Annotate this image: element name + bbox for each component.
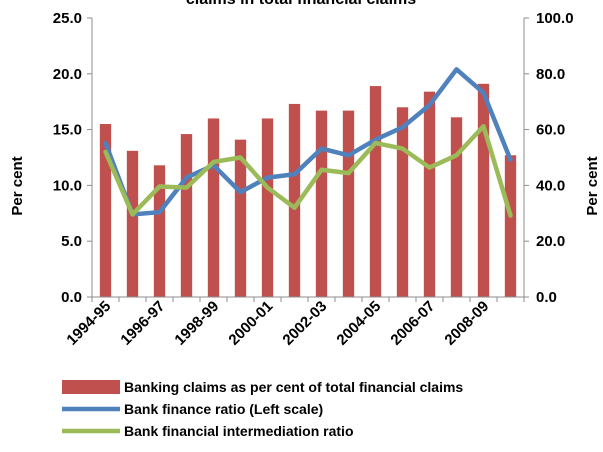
- x-tick-label: 2006-07: [387, 298, 438, 349]
- legend-label: Bank finance ratio (Left scale): [124, 401, 323, 417]
- y-right-tick-label: 60.0: [536, 122, 565, 139]
- x-tick-label: 1996-97: [117, 298, 168, 349]
- x-tick-label: 2004-05: [333, 298, 384, 349]
- bar-2008-09: [477, 83, 490, 298]
- x-tick-label: 2008-09: [441, 298, 492, 349]
- y-left-tick-label: 0.0: [61, 289, 82, 306]
- bar-1997-98: [180, 134, 193, 297]
- plot-layer: 0.0 5.0 10.0 15.0 20.0 25.0 0.0 20.0 40.0 60.0 80.…: [53, 10, 574, 349]
- x-tick-label: 2000-01: [225, 298, 276, 349]
- bar-2001-02: [288, 103, 301, 297]
- bar-2000-01: [261, 118, 274, 297]
- legend: Banking claims as per cent of total fina…: [62, 379, 463, 439]
- bar-2002-03: [315, 110, 328, 298]
- legend-label: Bank financial intermediation ratio: [124, 423, 354, 439]
- bar-2005-06: [396, 107, 409, 297]
- chart-title: claims in total financial claims: [186, 0, 416, 8]
- y-left-tick-label: 10.0: [53, 177, 82, 194]
- x-tick-label: 1998-99: [171, 298, 222, 349]
- bar-1999-00: [234, 139, 247, 297]
- y-left-tick-label: 25.0: [53, 10, 82, 27]
- legend-label: Banking claims as per cent of total fina…: [124, 379, 463, 395]
- bar-2006-07: [423, 91, 436, 297]
- y-right-tick-label: 20.0: [536, 233, 565, 250]
- y-right-tick-label: 0.0: [536, 289, 557, 306]
- line-series-2: [103, 124, 513, 218]
- bar-1998-99: [207, 118, 220, 297]
- bar-1996-97: [153, 165, 166, 297]
- bar-2004-05: [369, 86, 382, 298]
- bar-2009-10: [504, 155, 517, 297]
- y-right-tick-label: 40.0: [536, 177, 565, 194]
- bar-1995-96: [126, 150, 139, 297]
- y-left-axis-title: Per cent: [9, 156, 26, 215]
- y-right-tick-label: 100.0: [536, 10, 574, 27]
- line-series-1: [103, 67, 513, 217]
- y-left-tick-label: 20.0: [53, 66, 82, 83]
- y-right-tick-label: 80.0: [536, 66, 565, 83]
- bar-2003-04: [342, 110, 355, 298]
- bar-2007-08: [450, 117, 463, 297]
- legend-swatch-bars: [62, 380, 120, 394]
- bar-1994-95: [99, 124, 112, 298]
- y-left-tick-label: 5.0: [61, 233, 82, 250]
- y-left-tick-label: 15.0: [53, 122, 82, 139]
- x-tick-label: 2002-03: [279, 298, 330, 349]
- y-right-axis-title: Per cent: [584, 156, 601, 215]
